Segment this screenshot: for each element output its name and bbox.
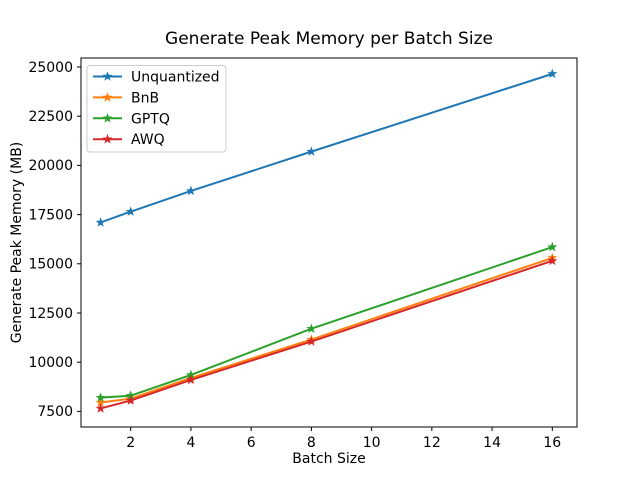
y-tick-label: 15000	[28, 257, 73, 273]
y-tick-label: 22500	[28, 109, 73, 125]
data-point-marker-unquantized	[547, 68, 558, 79]
series-line-bnb	[99, 256, 554, 404]
x-tick-label: 16	[543, 435, 561, 451]
chart-title: Generate Peak Memory per Batch Size	[165, 29, 493, 49]
data-point-marker-awq	[185, 374, 196, 385]
legend-item-unquantized: Unquantized	[93, 70, 220, 86]
series-line-gptq	[99, 246, 554, 399]
x-tick-label: 2	[126, 435, 135, 451]
data-point-marker-awq	[306, 336, 317, 346]
legend-label: Unquantized	[131, 70, 220, 86]
legend-label: AWQ	[131, 132, 165, 148]
data-point-marker-unquantized	[185, 185, 196, 196]
plot-area	[80, 57, 578, 428]
data-point-marker-unquantized	[306, 146, 317, 156]
x-tick-label: 10	[363, 435, 381, 451]
legend-frame	[86, 65, 227, 153]
legend-item-bnb: BnB	[93, 90, 159, 106]
data-point-marker-bnb	[95, 397, 106, 407]
y-tick-label: 20000	[28, 158, 73, 174]
legend-item-gptq: GPTQ	[93, 111, 170, 127]
data-point-marker-gptq	[95, 392, 106, 402]
y-tick-label: 17500	[28, 207, 73, 223]
x-tick-label: 8	[307, 435, 316, 451]
x-tick-label: 4	[186, 435, 195, 451]
data-point-marker-awq	[547, 255, 558, 266]
tick-layer: 2 4 6 8 10 12 14 16 7500 10000 12500 15000 17500 2000…	[28, 60, 561, 451]
legend-star-marker	[102, 92, 113, 102]
legend-label: BnB	[131, 90, 159, 106]
y-axis-label: Generate Peak Memory (MB)	[9, 142, 25, 344]
legend-star-marker	[102, 133, 113, 144]
x-axis-label: Batch Size	[292, 451, 365, 467]
data-point-marker-gptq	[547, 241, 558, 252]
data-point-marker-unquantized	[95, 217, 106, 227]
data-point-marker-gptq	[306, 323, 317, 334]
x-tick-label: 14	[483, 435, 501, 451]
y-tick-label: 25000	[28, 60, 73, 76]
y-tick-label: 10000	[28, 355, 73, 371]
data-point-marker-awq	[95, 403, 106, 413]
legend: Unquantized BnB GPTQ AWQ	[86, 65, 227, 153]
data-point-marker-unquantized	[125, 206, 136, 216]
legend-star-marker	[102, 71, 113, 81]
legend-item-awq: AWQ	[93, 132, 165, 148]
data-point-marker-gptq	[185, 369, 196, 380]
y-tick-label: 12500	[28, 306, 73, 322]
series-layer	[95, 68, 558, 413]
data-point-marker-awq	[125, 395, 136, 405]
legend-star-marker	[102, 113, 113, 123]
data-point-marker-gptq	[125, 390, 136, 400]
x-tick-label: 6	[247, 435, 256, 451]
legend-label: GPTQ	[131, 111, 170, 127]
x-tick-label: 12	[423, 435, 441, 451]
y-tick-label: 7500	[37, 404, 73, 420]
